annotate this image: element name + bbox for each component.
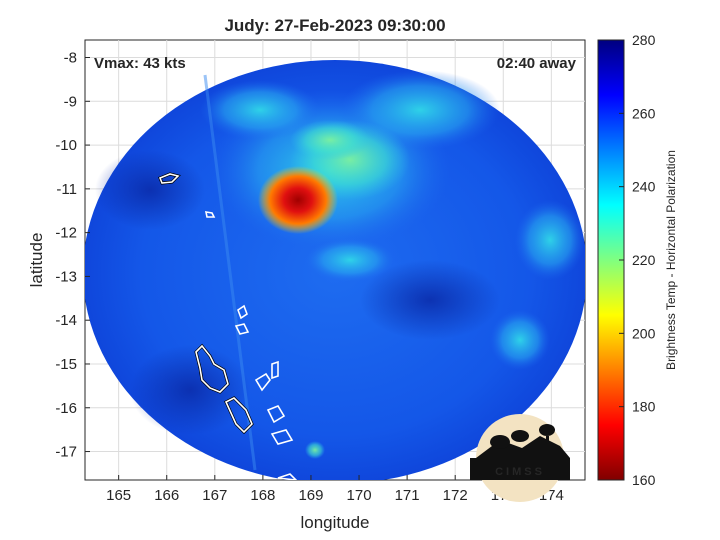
- colorbar-tick-label: 200: [632, 325, 656, 341]
- colorbar-label: Brightness Temp - Horizontal Polarizatio…: [664, 150, 678, 370]
- colorbar-tick-label: 180: [632, 399, 656, 415]
- x-tick-label: 168: [250, 487, 275, 504]
- figure-title: Judy: 27-Feb-2023 09:30:00: [224, 16, 445, 35]
- y-tick-label: -10: [55, 137, 77, 154]
- y-tick-label: -9: [64, 93, 77, 110]
- x-tick-label: 167: [202, 487, 227, 504]
- brightness-temperature-swath: [85, 60, 585, 480]
- y-axis-ticks: -8 -9 -10 -11 -12 -13 -14 -15 -16 -17: [55, 50, 90, 461]
- y-axis-label: latitude: [27, 233, 46, 288]
- colorbar-tick-label: 260: [632, 105, 656, 121]
- y-tick-label: -14: [55, 312, 77, 329]
- colorbar-tick-label: 160: [632, 472, 656, 488]
- y-tick-label: -15: [55, 356, 77, 373]
- x-tick-label: 170: [347, 487, 372, 504]
- x-tick-label: 169: [298, 487, 323, 504]
- logo-text: CIMSS: [495, 466, 545, 478]
- cimss-logo: CIMSS: [470, 414, 570, 502]
- y-tick-label: -16: [55, 400, 77, 417]
- colorbar-tick-label: 220: [632, 252, 656, 268]
- colorbar-tick-label: 280: [632, 32, 656, 48]
- time-away-label: 02:40 away: [497, 55, 577, 72]
- x-axis-label: longitude: [300, 513, 369, 532]
- x-tick-label: 166: [154, 487, 179, 504]
- vmax-label: Vmax: 43 kts: [94, 55, 186, 72]
- x-tick-label: 171: [395, 487, 420, 504]
- y-tick-label: -12: [55, 225, 77, 242]
- x-tick-label: 165: [106, 487, 131, 504]
- colorbar: 280 260 240 220 200 180 160 Brightness Temp - …: [597, 32, 678, 488]
- y-tick-label: -8: [64, 50, 77, 67]
- y-tick-label: -17: [55, 444, 77, 461]
- colorbar-ticks: 280 260 240 220 200 180 160: [619, 32, 656, 488]
- y-tick-label: -13: [55, 268, 77, 285]
- island-outlines: [158, 172, 298, 480]
- y-tick-label: -11: [56, 181, 77, 198]
- colorbar-tick-label: 240: [632, 179, 656, 195]
- x-tick-label: 172: [443, 487, 468, 504]
